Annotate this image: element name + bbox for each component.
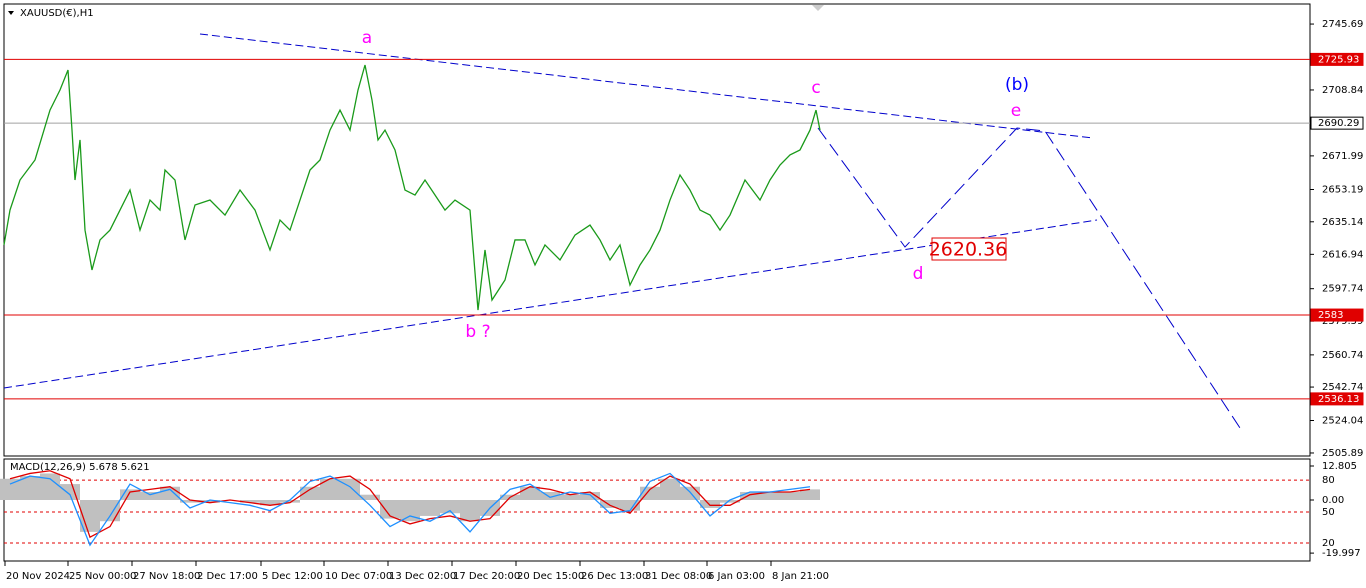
histogram-bar — [40, 473, 60, 501]
histogram-bar — [440, 500, 460, 514]
level-box — [1310, 392, 1364, 406]
histogram-bar — [420, 500, 440, 516]
macd-frame — [3, 458, 1311, 562]
x-tick-label: 20 Dec 15:00 — [517, 571, 584, 582]
histogram-bar — [140, 492, 160, 501]
annotation: a — [362, 28, 372, 48]
histogram-bar — [680, 486, 700, 501]
annotation: b ? — [465, 322, 490, 342]
x-tick-label: 13 Dec 02:00 — [389, 571, 456, 582]
main-frame — [3, 3, 1311, 457]
histogram-bar — [100, 500, 120, 522]
histogram-bar — [180, 500, 200, 503]
level-box — [1310, 116, 1364, 130]
x-tick-label: 6 Jan 03:00 — [708, 571, 765, 582]
x-tick-label: 25 Nov 00:00 — [69, 571, 136, 582]
level-label: 2725.93 — [1318, 54, 1359, 65]
histogram-bar — [200, 500, 220, 503]
chart-title: XAUUSD(€),H1 — [20, 8, 94, 19]
y-tick-label: 12.805 — [1322, 461, 1357, 472]
level-label: 2583 — [1318, 310, 1343, 321]
level-label: 20 — [1322, 538, 1335, 549]
annotation: (b) — [1005, 75, 1029, 95]
histogram-bar — [600, 500, 620, 508]
level-label: 50 — [1322, 507, 1335, 518]
x-tick-label: 8 Jan 21:00 — [772, 571, 829, 582]
histogram-bar — [660, 478, 680, 501]
histogram-bar — [580, 492, 600, 501]
macd-title: MACD(12,26,9) 5.678 5.621 — [10, 462, 150, 473]
histogram-bar — [540, 492, 560, 501]
annotation: 2620.36 — [929, 239, 1008, 261]
annotation: e — [1011, 101, 1021, 121]
y-tick-label: 2671.99 — [1322, 151, 1363, 162]
y-tick-label: 2524.04 — [1322, 416, 1363, 427]
upper-trendline — [199, 33, 1094, 139]
histogram-bar — [740, 492, 760, 501]
histogram-bar — [620, 500, 640, 511]
x-tick-label: 26 Dec 13:00 — [581, 571, 648, 582]
y-tick-label: 0.00 — [1322, 495, 1344, 506]
histogram-bar — [640, 486, 660, 501]
level-label: 80 — [1322, 475, 1335, 486]
histogram-bar — [380, 500, 400, 519]
series-line — [9, 472, 811, 547]
y-tick-label: 2708.84 — [1322, 85, 1363, 96]
series-line — [3, 64, 821, 311]
x-tick-label: 2 Dec 17:00 — [197, 571, 258, 582]
histogram-bar — [0, 478, 20, 501]
y-tick-label: 2616.94 — [1322, 249, 1363, 260]
x-tick-label: 27 Nov 18:00 — [133, 571, 200, 582]
wave-lines — [3, 33, 1241, 429]
lower-trendline — [3, 219, 1098, 389]
histogram-bar — [560, 494, 580, 501]
y-tick-label: 2745.69 — [1322, 19, 1363, 30]
y-tick-label: -19.997 — [1322, 548, 1361, 559]
y-tick-label: 2542.74 — [1322, 382, 1363, 393]
histogram-bar — [720, 500, 740, 503]
y-tick-label: 2505.89 — [1322, 448, 1363, 459]
level-label: 2690.29 — [1318, 118, 1359, 129]
y-tick-label: 2579.59 — [1322, 316, 1363, 327]
level-box — [1310, 52, 1364, 66]
menu-arrow — [8, 11, 14, 15]
level-box — [1310, 308, 1364, 322]
histogram-bar — [320, 478, 340, 501]
scroll-marker — [812, 5, 824, 11]
price-box — [931, 237, 1007, 261]
annotation: c — [811, 78, 820, 98]
histogram-bar — [400, 500, 420, 522]
x-tick-label: 10 Dec 07:00 — [325, 571, 392, 582]
y-tick-label: 2635.14 — [1322, 217, 1363, 228]
histogram-bar — [340, 478, 360, 501]
x-tick-label: 5 Dec 12:00 — [262, 571, 323, 582]
histogram-bar — [60, 484, 80, 501]
x-tick-label: 20 Nov 2024 — [6, 571, 70, 582]
x-tick-label: 31 Dec 08:00 — [645, 571, 712, 582]
histogram-bar — [300, 486, 320, 501]
histogram-bar — [240, 500, 260, 503]
y-tick-label: 2560.74 — [1322, 350, 1363, 361]
annotation: d — [913, 264, 924, 284]
histogram-bar — [280, 500, 300, 503]
histogram-bar — [800, 489, 820, 501]
histogram-bar — [460, 500, 480, 522]
y-tick-label: 2597.74 — [1322, 284, 1363, 295]
y-tick-label: 2653.19 — [1322, 185, 1363, 196]
histogram-bar — [360, 494, 380, 501]
level-label: 2536.13 — [1318, 394, 1359, 405]
histogram-bar — [260, 500, 280, 506]
histogram-bar — [780, 492, 800, 501]
histogram-bar — [760, 492, 780, 501]
histogram-bar — [20, 476, 40, 501]
histogram-bar — [120, 489, 140, 501]
histogram-bar — [700, 500, 720, 508]
wave-path — [817, 127, 1241, 429]
x-tick-label: 17 Dec 20:00 — [453, 571, 520, 582]
